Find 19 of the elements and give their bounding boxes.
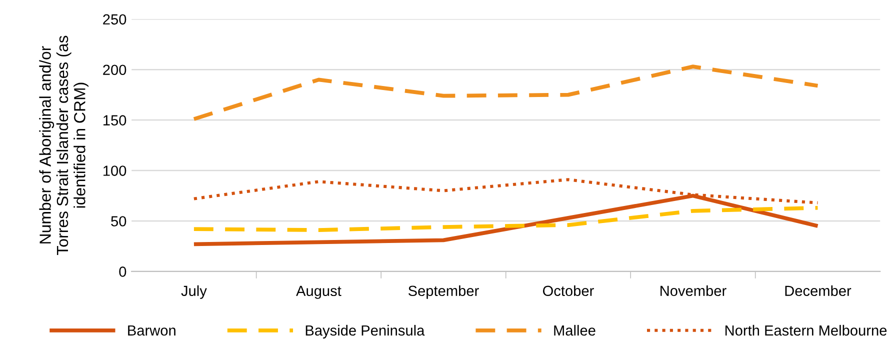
y-tick-label: 200	[103, 64, 126, 76]
line-series	[192, 64, 820, 121]
x-tick-label: October	[542, 285, 594, 296]
legend-label: Barwon	[128, 325, 176, 336]
y-tick-label: 150	[103, 115, 126, 126]
x-tick-label: September	[408, 285, 479, 299]
y-tick-label: 0	[119, 266, 126, 277]
x-tick-label: December	[785, 285, 852, 296]
x-tick-label: November	[660, 285, 726, 296]
legend-label: Mallee	[554, 324, 596, 336]
y-tick-label: 250	[103, 14, 126, 25]
legend-label: Bayside Peninsula	[306, 324, 425, 339]
legend-label: North Eastern Melbourne	[725, 324, 887, 336]
y-tick-label: 100	[103, 166, 126, 176]
line-series	[192, 206, 820, 232]
y-tick-label: 50	[111, 216, 126, 226]
x-tick-label: July	[181, 285, 207, 299]
y-axis-title: Number of Aboriginal and/or Torres Strait Islander cases (as identified in CRM)	[39, 36, 88, 255]
x-tick-label: August	[296, 286, 342, 299]
